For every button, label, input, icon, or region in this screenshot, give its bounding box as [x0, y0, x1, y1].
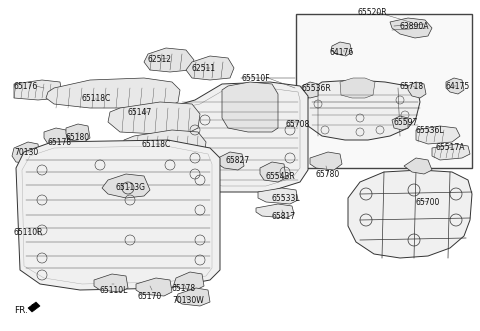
Polygon shape: [446, 78, 464, 94]
Text: 65178: 65178: [47, 138, 71, 147]
Polygon shape: [66, 124, 90, 142]
Polygon shape: [416, 126, 460, 144]
Polygon shape: [331, 42, 352, 56]
Text: 62511: 62511: [192, 64, 216, 73]
Text: 65543R: 65543R: [266, 172, 296, 181]
Text: FR.: FR.: [14, 306, 28, 315]
Text: 65536L: 65536L: [416, 126, 444, 135]
Text: 65817: 65817: [272, 212, 296, 221]
Text: 65180: 65180: [66, 133, 90, 142]
Polygon shape: [432, 144, 470, 160]
Text: 63890A: 63890A: [400, 22, 430, 31]
Polygon shape: [28, 302, 40, 312]
Text: 70130: 70130: [14, 148, 38, 157]
Polygon shape: [144, 48, 194, 72]
Text: 65110R: 65110R: [14, 228, 44, 237]
Polygon shape: [348, 170, 472, 258]
Text: 65718: 65718: [400, 82, 424, 91]
Text: 65170: 65170: [138, 292, 162, 301]
Polygon shape: [302, 82, 318, 98]
Text: 65118C: 65118C: [142, 140, 171, 149]
Text: 65113G: 65113G: [116, 183, 146, 192]
Polygon shape: [392, 116, 408, 130]
Text: 65708: 65708: [286, 120, 310, 129]
Text: 65176: 65176: [14, 82, 38, 91]
Text: 65510F: 65510F: [241, 74, 270, 83]
Polygon shape: [102, 174, 150, 198]
Polygon shape: [174, 272, 204, 290]
Text: 65147: 65147: [128, 108, 152, 117]
Polygon shape: [14, 80, 62, 100]
Polygon shape: [222, 82, 278, 132]
Polygon shape: [122, 130, 206, 164]
Text: 65597: 65597: [393, 118, 418, 127]
Text: 65780: 65780: [316, 170, 340, 179]
Bar: [296, 14, 472, 168]
Polygon shape: [258, 188, 298, 204]
Polygon shape: [404, 158, 432, 174]
Polygon shape: [12, 142, 40, 164]
Polygon shape: [260, 162, 286, 182]
Text: 64175: 64175: [445, 82, 469, 91]
FancyArrowPatch shape: [30, 305, 36, 308]
Polygon shape: [136, 278, 172, 296]
Text: 65110L: 65110L: [100, 286, 128, 295]
Polygon shape: [46, 78, 180, 108]
Polygon shape: [218, 152, 244, 170]
Text: 62512: 62512: [148, 55, 172, 64]
Text: 65827: 65827: [225, 156, 249, 165]
Text: 65533L: 65533L: [272, 194, 300, 203]
Polygon shape: [44, 128, 68, 146]
Polygon shape: [186, 56, 234, 80]
Polygon shape: [176, 288, 210, 306]
Polygon shape: [340, 78, 375, 98]
Text: 65700: 65700: [415, 198, 439, 207]
Polygon shape: [174, 82, 308, 192]
Text: 65178: 65178: [172, 284, 196, 293]
Polygon shape: [305, 80, 420, 140]
Polygon shape: [108, 102, 200, 134]
Text: 65520R: 65520R: [357, 8, 386, 17]
Text: 70130W: 70130W: [172, 296, 204, 305]
Polygon shape: [256, 204, 294, 218]
Polygon shape: [408, 82, 426, 98]
Text: 64176: 64176: [330, 48, 354, 57]
Text: 65517A: 65517A: [436, 143, 466, 152]
Polygon shape: [94, 274, 128, 292]
Polygon shape: [16, 140, 220, 290]
Text: 65536R: 65536R: [302, 84, 332, 93]
Polygon shape: [390, 18, 432, 38]
Text: 65118C: 65118C: [82, 94, 111, 103]
Polygon shape: [310, 152, 342, 170]
